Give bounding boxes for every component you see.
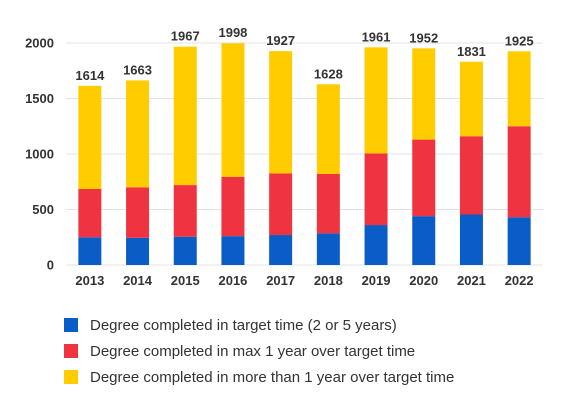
total-label-2019: 1961 <box>362 29 391 44</box>
x-tick-label-2019: 2019 <box>362 273 391 288</box>
x-tick-label-2016: 2016 <box>218 273 247 288</box>
total-label-2018: 1628 <box>314 66 343 81</box>
bar-2013-series-2 <box>78 85 102 189</box>
bar-2015-series-2 <box>173 46 197 186</box>
legend-swatch-max-1-year <box>64 344 78 358</box>
bar-2021-series-0 <box>459 214 483 265</box>
legend: Degree completed in target time (2 or 5 … <box>64 312 454 390</box>
x-tick-label-2013: 2013 <box>75 273 104 288</box>
y-tick-label-1500: 1500 <box>25 91 54 106</box>
total-label-2014: 1663 <box>123 62 152 77</box>
bar-2017-series-1 <box>269 173 293 236</box>
total-label-2015: 1967 <box>171 29 200 44</box>
bar-2013-series-0 <box>78 237 102 265</box>
legend-item-more-than-1-year: Degree completed in more than 1 year ove… <box>64 364 454 390</box>
total-label-2022: 1925 <box>505 33 534 48</box>
bars <box>78 43 531 265</box>
bar-total-labels: 1614 1663 1967 1998 1927 1628 1961 1952 1831 1925 <box>75 25 533 83</box>
bar-2018-series-2 <box>316 84 340 174</box>
bar-2019-series-1 <box>364 153 388 226</box>
bar-2017-series-0 <box>269 235 293 265</box>
bar-2016-series-1 <box>221 176 245 237</box>
y-tick-label-2000: 2000 <box>25 36 54 51</box>
x-tick-label-2014: 2014 <box>123 273 153 288</box>
bar-2017-series-2 <box>269 51 293 174</box>
bar-2021-series-1 <box>459 136 483 215</box>
bar-2022-series-2 <box>507 51 531 127</box>
y-tick-label-500: 500 <box>32 202 54 217</box>
bar-2020-series-0 <box>412 216 436 265</box>
x-tick-label-2015: 2015 <box>171 273 200 288</box>
bar-2015-series-1 <box>173 185 197 237</box>
bar-2014-series-2 <box>126 80 150 188</box>
bar-2014-series-0 <box>126 237 150 265</box>
legend-label-max-1-year: Degree completed in max 1 year over targ… <box>90 342 416 360</box>
bar-2016-series-0 <box>221 236 245 265</box>
legend-item-max-1-year: Degree completed in max 1 year over targ… <box>64 338 454 364</box>
x-axis-tick-labels: 2013 2014 2015 2016 2017 2018 2019 2020 2021 2022 <box>75 273 533 288</box>
bar-2020-series-2 <box>412 48 436 140</box>
y-tick-label-1000: 1000 <box>25 147 54 162</box>
total-label-2013: 1614 <box>75 68 105 83</box>
total-label-2016: 1998 <box>218 25 247 40</box>
bar-2018-series-0 <box>316 233 340 265</box>
total-label-2017: 1927 <box>266 33 295 48</box>
y-axis-tick-labels: 0 500 1000 1500 2000 <box>25 36 54 273</box>
y-tick-label-0: 0 <box>47 258 54 273</box>
x-tick-label-2020: 2020 <box>409 273 438 288</box>
bar-2015-series-0 <box>173 236 197 265</box>
stacked-bar-chart: 0 500 1000 1500 2000 1614 1663 1967 1998 1927 162… <box>25 25 543 288</box>
legend-swatch-target-time <box>64 318 78 332</box>
legend-swatch-more-than-1-year <box>64 370 78 384</box>
bar-2022-series-0 <box>507 217 531 265</box>
bar-2019-series-2 <box>364 47 388 154</box>
x-tick-label-2017: 2017 <box>266 273 295 288</box>
bar-2022-series-1 <box>507 126 531 218</box>
legend-label-more-than-1-year: Degree completed in more than 1 year ove… <box>90 368 455 386</box>
total-label-2020: 1952 <box>409 30 438 45</box>
bar-2019-series-0 <box>364 225 388 265</box>
total-label-2021: 1831 <box>457 44 486 59</box>
bar-2013-series-1 <box>78 188 102 238</box>
bar-2016-series-2 <box>221 43 245 177</box>
bar-2021-series-2 <box>459 61 483 137</box>
x-tick-label-2021: 2021 <box>457 273 486 288</box>
x-tick-label-2022: 2022 <box>505 273 534 288</box>
bar-2020-series-1 <box>412 139 436 217</box>
legend-label-target-time: Degree completed in target time (2 or 5 … <box>90 316 397 334</box>
bar-2018-series-1 <box>316 173 340 234</box>
x-tick-label-2018: 2018 <box>314 273 343 288</box>
legend-item-target-time: Degree completed in target time (2 or 5 … <box>64 312 454 338</box>
bar-2014-series-1 <box>126 187 150 238</box>
